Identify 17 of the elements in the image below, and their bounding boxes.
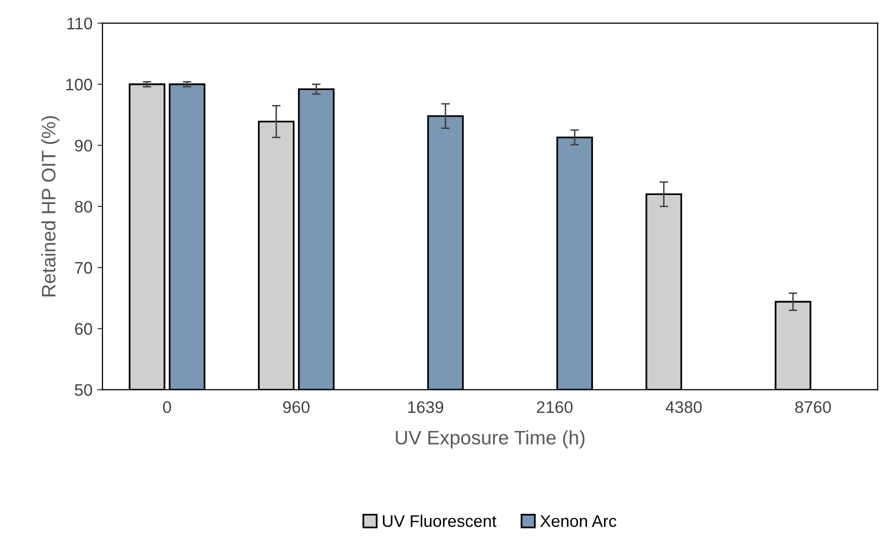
- x-tick-label: 8760: [795, 401, 831, 414]
- x-tick-label: 960: [283, 401, 310, 414]
- legend-label: UV Fluorescent: [382, 514, 496, 527]
- x-tick-label: 0: [163, 401, 172, 414]
- y-axis-title: Retained HP OIT (%): [41, 116, 60, 296]
- y-tick-label: 110: [67, 18, 92, 30]
- x-tick-label: 2160: [536, 401, 573, 414]
- x-axis-title: UV Exposure Time (h): [396, 430, 584, 448]
- y-tick-label: 60: [75, 323, 92, 335]
- x-tick-label: 1639: [408, 401, 444, 414]
- y-tick-label: 70: [75, 262, 92, 274]
- y-tick-label: 100: [66, 78, 92, 90]
- y-tick-label: 80: [74, 200, 92, 213]
- y-tick-label: 90: [74, 140, 92, 152]
- legend-label: Xenon Arc: [540, 515, 616, 527]
- y-tick-label: 50: [74, 384, 92, 396]
- x-tick-label: 4380: [666, 401, 702, 414]
